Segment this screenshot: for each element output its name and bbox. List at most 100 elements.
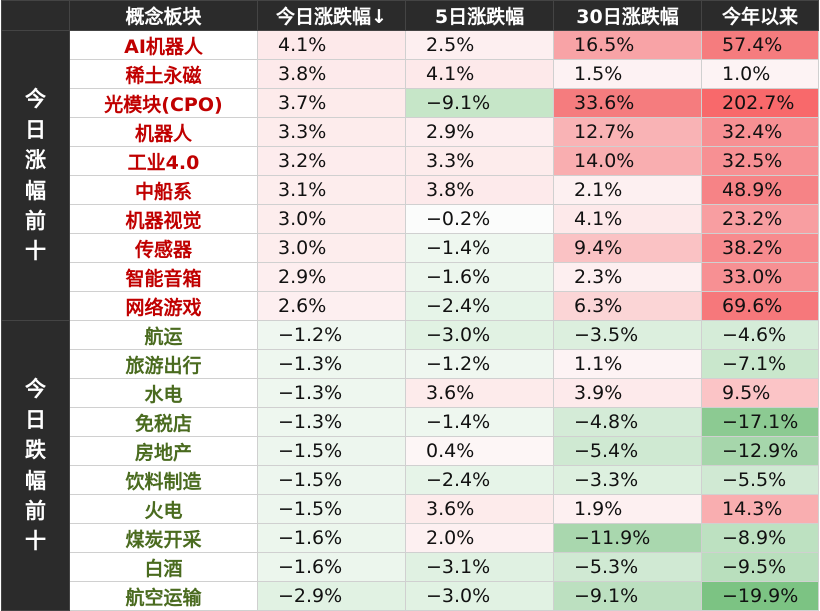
ytd-cell: 14.3% bbox=[701, 494, 819, 524]
5d-change-cell: 3.8% bbox=[405, 175, 554, 205]
today-change-cell: −1.6% bbox=[257, 552, 406, 582]
today-change-cell: −1.5% bbox=[257, 465, 406, 495]
today-change-cell: 4.1% bbox=[257, 30, 406, 60]
5d-change-cell: −1.2% bbox=[405, 349, 554, 379]
concept-name[interactable]: 饮料制造 bbox=[69, 465, 258, 495]
concept-name[interactable]: 机器人 bbox=[69, 117, 258, 147]
ytd-cell: 9.5% bbox=[701, 378, 819, 408]
concept-name[interactable]: 光模块(CPO) bbox=[69, 88, 258, 118]
5d-change-cell: 3.3% bbox=[405, 146, 554, 176]
concept-name[interactable]: 稀土永磁 bbox=[69, 59, 258, 89]
concept-name[interactable]: 航运 bbox=[69, 320, 258, 350]
ytd-cell: 57.4% bbox=[701, 30, 819, 60]
group-label-text: 今日跌幅前十 bbox=[25, 377, 46, 554]
5d-change-cell: −2.4% bbox=[405, 465, 554, 495]
header-5d-change[interactable]: 5日涨跌幅 bbox=[405, 0, 554, 31]
table-row[interactable]: 饮料制造 −1.5% −2.4% −3.3% −5.5% bbox=[2, 465, 819, 495]
concept-name[interactable]: 火电 bbox=[69, 494, 258, 524]
concept-name[interactable]: 旅游出行 bbox=[69, 349, 258, 379]
ytd-cell: −4.6% bbox=[701, 320, 819, 350]
30d-change-cell: −9.1% bbox=[553, 581, 702, 611]
30d-change-cell: 9.4% bbox=[553, 233, 702, 263]
ytd-cell: −12.9% bbox=[701, 436, 819, 466]
30d-change-cell: 2.3% bbox=[553, 262, 702, 292]
table-row[interactable]: 今日跌幅前十 航运 −1.2% −3.0% −3.5% −4.6% bbox=[1, 320, 819, 611]
30d-change-cell: 1.5% bbox=[553, 59, 702, 89]
concept-name[interactable]: 航空运输 bbox=[69, 581, 258, 611]
30d-change-cell: 1.9% bbox=[553, 494, 702, 524]
table-row[interactable]: 航空运输 −2.9% −3.0% −9.1% −19.9% bbox=[2, 581, 819, 611]
30d-change-cell: −3.5% bbox=[553, 320, 702, 350]
today-change-cell: 3.8% bbox=[257, 59, 406, 89]
header-ytd[interactable]: 今年以来 bbox=[701, 0, 819, 31]
30d-change-cell: 2.1% bbox=[553, 175, 702, 205]
table-row[interactable]: 房地产 −1.5% 0.4% −5.4% −12.9% bbox=[2, 436, 819, 466]
ytd-cell: 38.2% bbox=[701, 233, 819, 263]
table-row[interactable]: 今日涨幅前十 AI机器人 4.1% 2.5% 16.5% 57.4% bbox=[1, 30, 819, 321]
today-change-cell: 3.0% bbox=[257, 204, 406, 234]
concept-name[interactable]: 智能音箱 bbox=[69, 262, 258, 292]
5d-change-cell: −0.2% bbox=[405, 204, 554, 234]
concept-name[interactable]: 传感器 bbox=[69, 233, 258, 263]
concept-name[interactable]: AI机器人 bbox=[69, 30, 258, 60]
concept-name[interactable]: 中船系 bbox=[69, 175, 258, 205]
30d-change-cell: −5.4% bbox=[553, 436, 702, 466]
today-change-cell: 3.3% bbox=[257, 117, 406, 147]
concept-name[interactable]: 网络游戏 bbox=[69, 291, 258, 321]
table-row[interactable]: 网络游戏 2.6% −2.4% 6.3% 69.6% bbox=[2, 291, 819, 321]
concept-name[interactable]: 免税店 bbox=[69, 407, 258, 437]
5d-change-cell: 2.0% bbox=[405, 523, 554, 553]
5d-change-cell: −9.1% bbox=[405, 88, 554, 118]
ytd-cell: 32.4% bbox=[701, 117, 819, 147]
table-row[interactable]: 智能音箱 2.9% −1.6% 2.3% 33.0% bbox=[2, 262, 819, 292]
30d-change-cell: −11.9% bbox=[553, 523, 702, 553]
30d-change-cell: 16.5% bbox=[553, 30, 702, 60]
table-row[interactable]: 中船系 3.1% 3.8% 2.1% 48.9% bbox=[2, 175, 819, 205]
header-today-change[interactable]: 今日涨跌幅↓ bbox=[257, 0, 406, 31]
30d-change-cell: 14.0% bbox=[553, 146, 702, 176]
30d-change-cell: −5.3% bbox=[553, 552, 702, 582]
30d-change-cell: −4.8% bbox=[553, 407, 702, 437]
ytd-cell: 69.6% bbox=[701, 291, 819, 321]
table-row[interactable]: 白酒 −1.6% −3.1% −5.3% −9.5% bbox=[2, 552, 819, 582]
5d-change-cell: 3.6% bbox=[405, 378, 554, 408]
header-concept[interactable]: 概念板块 bbox=[69, 0, 258, 31]
table-row[interactable]: 稀土永磁 3.8% 4.1% 1.5% 1.0% bbox=[2, 59, 819, 89]
today-change-cell: −1.5% bbox=[257, 436, 406, 466]
table-row[interactable]: 工业4.0 3.2% 3.3% 14.0% 32.5% bbox=[2, 146, 819, 176]
concept-name[interactable]: 机器视觉 bbox=[69, 204, 258, 234]
concept-name[interactable]: 白酒 bbox=[69, 552, 258, 582]
ytd-cell: 48.9% bbox=[701, 175, 819, 205]
header-30d-change[interactable]: 30日涨跌幅 bbox=[553, 0, 702, 31]
table-body: 今日涨幅前十 AI机器人 4.1% 2.5% 16.5% 57.4% 稀土永磁 3.8% 4.1… bbox=[1, 30, 819, 611]
concept-name[interactable]: 工业4.0 bbox=[69, 146, 258, 176]
table-row[interactable]: 煤炭开采 −1.6% 2.0% −11.9% −8.9% bbox=[2, 523, 819, 553]
header-corner bbox=[1, 0, 70, 31]
ytd-cell: −17.1% bbox=[701, 407, 819, 437]
table-row[interactable]: 水电 −1.3% 3.6% 3.9% 9.5% bbox=[2, 378, 819, 408]
table-row[interactable]: 光模块(CPO) 3.7% −9.1% 33.6% 202.7% bbox=[2, 88, 819, 118]
5d-change-cell: −3.0% bbox=[405, 581, 554, 611]
30d-change-cell: 12.7% bbox=[553, 117, 702, 147]
today-change-cell: 3.2% bbox=[257, 146, 406, 176]
table-row[interactable]: 火电 −1.5% 3.6% 1.9% 14.3% bbox=[2, 494, 819, 524]
5d-change-cell: 2.9% bbox=[405, 117, 554, 147]
5d-change-cell: −3.0% bbox=[405, 320, 554, 350]
today-change-cell: −1.3% bbox=[257, 407, 406, 437]
table-row[interactable]: 免税店 −1.3% −1.4% −4.8% −17.1% bbox=[2, 407, 819, 437]
table-row[interactable]: 机器视觉 3.0% −0.2% 4.1% 23.2% bbox=[2, 204, 819, 234]
30d-change-cell: 33.6% bbox=[553, 88, 702, 118]
30d-change-cell: 6.3% bbox=[553, 291, 702, 321]
30d-change-cell: 4.1% bbox=[553, 204, 702, 234]
group-label-text: 今日涨幅前十 bbox=[25, 87, 46, 264]
concept-name[interactable]: 煤炭开采 bbox=[69, 523, 258, 553]
table-row[interactable]: 旅游出行 −1.3% −1.2% 1.1% −7.1% bbox=[2, 349, 819, 379]
table-row[interactable]: 传感器 3.0% −1.4% 9.4% 38.2% bbox=[2, 233, 819, 263]
group-label-top-losers: 今日跌幅前十 bbox=[1, 320, 70, 611]
table-row[interactable]: 机器人 3.3% 2.9% 12.7% 32.4% bbox=[2, 117, 819, 147]
ytd-cell: −19.9% bbox=[701, 581, 819, 611]
today-change-cell: −1.5% bbox=[257, 494, 406, 524]
concept-name[interactable]: 水电 bbox=[69, 378, 258, 408]
5d-change-cell: −1.4% bbox=[405, 233, 554, 263]
concept-name[interactable]: 房地产 bbox=[69, 436, 258, 466]
